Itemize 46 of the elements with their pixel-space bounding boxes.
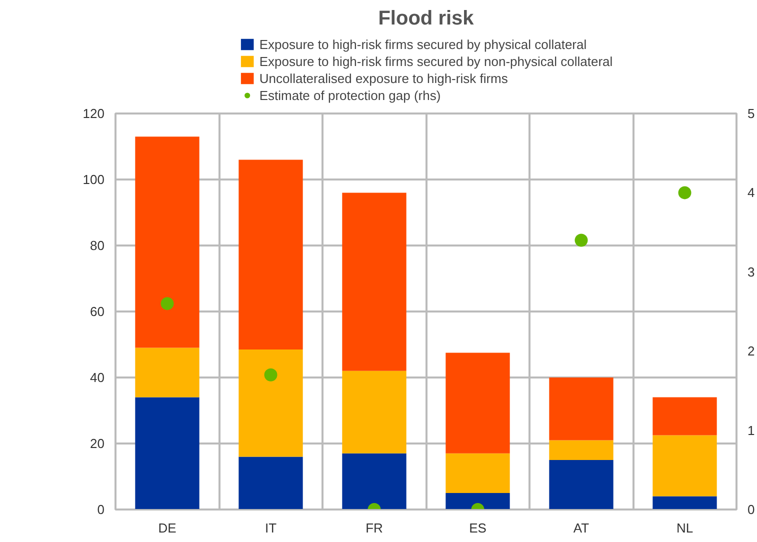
x-tick-label: AT [573, 520, 590, 536]
y-tick-label: 100 [82, 172, 105, 187]
x-tick-label: FR [366, 520, 383, 536]
x-tick-label: IT [264, 520, 277, 536]
bar [549, 378, 614, 440]
point [264, 368, 278, 382]
y2-tick-label: 5 [748, 106, 755, 121]
y2-tick-label: 4 [748, 185, 755, 200]
legend-label: Exposure to high-risk firms secured by non-physical collateral [259, 54, 613, 68]
bar [135, 348, 200, 398]
legend-label: Exposure to high-risk firms secured by physical collateral [259, 36, 587, 52]
y-tick-label: 120 [82, 106, 105, 121]
y-tick-label: 80 [90, 238, 105, 253]
bar [135, 397, 200, 510]
bar [238, 160, 303, 350]
bar [238, 349, 303, 457]
bar [342, 453, 406, 510]
y2-tick-label: 1 [748, 422, 755, 438]
point [574, 234, 588, 247]
bar [549, 460, 614, 510]
bar [342, 192, 406, 371]
bar [238, 456, 303, 510]
point [678, 186, 692, 200]
bar [135, 136, 200, 348]
x-tick-label: ES [469, 520, 487, 536]
legend-label: Estimate of protection gap (rhs) [259, 88, 441, 102]
y-tick-label: 20 [90, 436, 105, 451]
bar [652, 435, 717, 496]
bar [446, 453, 510, 493]
y-tick-label: 40 [90, 370, 105, 385]
y-tick-label: 0 [97, 502, 105, 517]
legend-label: Uncollateralised exposure to high-risk firms [259, 70, 508, 86]
y-tick-label: 60 [90, 304, 105, 319]
bar [446, 493, 510, 510]
point [160, 297, 174, 310]
y2-tick-label: 3 [748, 264, 755, 280]
bar [549, 440, 614, 460]
y2-tick-label: 0 [748, 502, 755, 517]
bar [342, 370, 406, 454]
bar [652, 397, 717, 436]
x-tick-label: DE [158, 520, 177, 536]
chart-title: Flood risk [378, 8, 475, 30]
bar [446, 352, 510, 454]
y2-tick-label: 2 [748, 344, 755, 359]
bar [652, 496, 717, 510]
x-tick-label: NL [676, 520, 694, 536]
